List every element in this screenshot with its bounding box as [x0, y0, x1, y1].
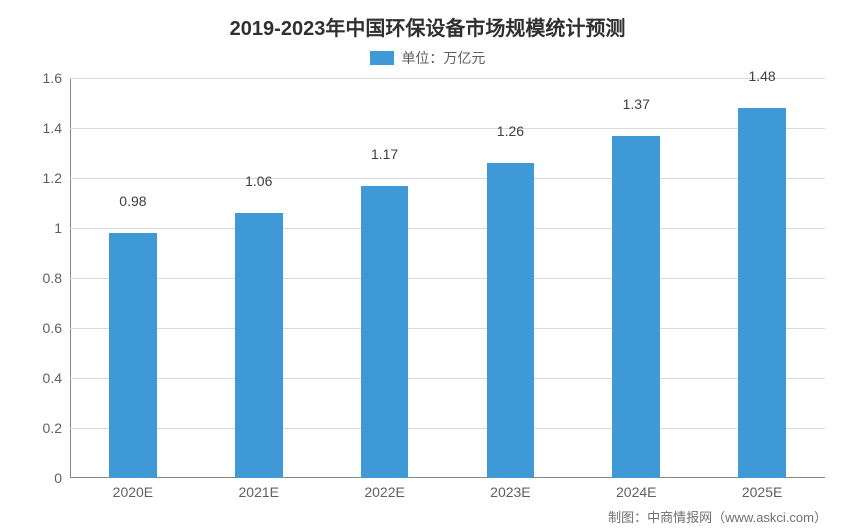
- y-tick-label: 1.2: [43, 170, 70, 186]
- legend-label: 单位：万亿元: [401, 48, 485, 68]
- y-tick-label: 0: [54, 470, 70, 486]
- grid-line: [70, 328, 825, 329]
- chart-footer: 制图：中商情报网（www.askci.com）: [608, 507, 827, 526]
- x-tick-label: 2022E: [364, 478, 404, 500]
- chart-container: 2019-2023年中国环保设备市场规模统计预测 单位：万亿元 00.20.40…: [0, 0, 855, 530]
- y-tick-label: 0.8: [43, 270, 70, 286]
- y-tick-label: 1.6: [43, 70, 70, 86]
- grid-line: [70, 128, 825, 129]
- x-tick-label: 2025E: [742, 478, 782, 500]
- bar: [738, 108, 786, 478]
- bar: [109, 233, 157, 478]
- grid-line: [70, 428, 825, 429]
- y-tick-label: 0.6: [43, 320, 70, 336]
- y-tick-label: 0.4: [43, 370, 70, 386]
- grid-line: [70, 228, 825, 229]
- chart-title: 2019-2023年中国环保设备市场规模统计预测: [0, 12, 855, 41]
- bar-value-label: 1.26: [497, 123, 524, 143]
- bar-value-label: 1.48: [748, 68, 775, 88]
- x-axis-line: [70, 477, 825, 478]
- grid-line: [70, 278, 825, 279]
- y-tick-label: 1: [54, 220, 70, 236]
- bar: [487, 163, 535, 478]
- bar-value-label: 1.06: [245, 173, 272, 193]
- legend-swatch: [370, 51, 394, 65]
- plot-area: 00.20.40.60.811.21.41.60.982020E1.062021…: [70, 78, 825, 478]
- grid-line: [70, 178, 825, 179]
- y-tick-label: 1.4: [43, 120, 70, 136]
- bar: [361, 186, 409, 479]
- bar-value-label: 0.98: [119, 193, 146, 213]
- bar: [612, 136, 660, 479]
- grid-line: [70, 378, 825, 379]
- grid-line: [70, 78, 825, 79]
- y-tick-label: 0.2: [43, 420, 70, 436]
- x-tick-label: 2024E: [616, 478, 656, 500]
- x-tick-label: 2023E: [490, 478, 530, 500]
- x-tick-label: 2020E: [113, 478, 153, 500]
- x-tick-label: 2021E: [239, 478, 279, 500]
- bar-value-label: 1.17: [371, 146, 398, 166]
- bar-value-label: 1.37: [623, 96, 650, 116]
- bar: [235, 213, 283, 478]
- legend: 单位：万亿元: [0, 48, 855, 68]
